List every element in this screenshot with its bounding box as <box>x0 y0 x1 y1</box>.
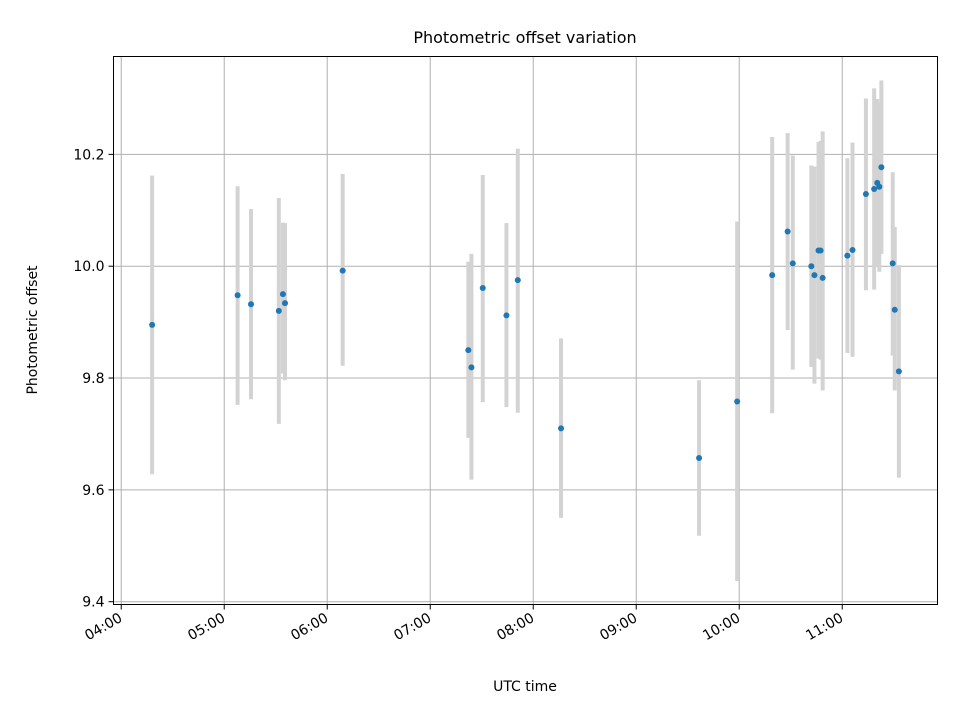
data-point <box>514 277 521 284</box>
data-point <box>339 267 346 274</box>
y-axis-label: Photometric offset <box>25 265 41 395</box>
y-tick-label: 10.0 <box>73 259 104 275</box>
y-tick-label: 9.8 <box>82 371 104 387</box>
x-tick-label: 05:00 <box>185 610 228 644</box>
data-point <box>849 246 856 253</box>
data-point <box>279 291 286 298</box>
data-point <box>734 398 741 405</box>
data-point <box>876 183 883 190</box>
x-tick-label: 09:00 <box>597 610 640 644</box>
data-point <box>558 425 565 432</box>
data-point <box>769 272 776 279</box>
chart-title: Photometric offset variation <box>413 28 636 47</box>
data-point <box>789 260 796 267</box>
x-tick-label: 11:00 <box>803 610 846 644</box>
data-point <box>468 364 475 371</box>
data-point <box>891 306 898 313</box>
data-point <box>844 252 851 259</box>
data-point <box>817 247 824 254</box>
data-points <box>149 164 902 461</box>
data-point <box>248 301 255 308</box>
data-point <box>503 312 510 319</box>
axis-ticks: 04:00 05:00 06:00 07:00 08:00 09:00 10:00 11:00… <box>73 147 846 644</box>
x-tick-label: 08:00 <box>494 610 537 644</box>
data-point <box>784 228 791 235</box>
data-point <box>895 368 902 375</box>
data-point <box>808 263 815 270</box>
error-bars <box>150 80 901 582</box>
y-tick-label: 9.4 <box>82 595 104 611</box>
data-point <box>275 307 282 314</box>
data-point <box>889 260 896 267</box>
data-point <box>862 191 869 198</box>
x-axis-label: UTC time <box>493 679 557 695</box>
x-tick-label: 10:00 <box>700 610 743 644</box>
data-point <box>871 186 878 193</box>
data-point <box>479 285 486 292</box>
x-tick-label: 07:00 <box>391 610 434 644</box>
y-tick-label: 9.6 <box>82 483 104 499</box>
data-point <box>696 454 703 461</box>
data-point <box>819 274 826 281</box>
data-point <box>234 292 241 299</box>
data-point <box>465 347 472 354</box>
x-tick-label: 04:00 <box>82 610 125 644</box>
data-point <box>281 300 288 307</box>
data-point <box>878 164 885 171</box>
data-point <box>811 272 818 279</box>
plot-frame <box>113 56 938 605</box>
data-point <box>149 321 156 328</box>
y-tick-label: 10.2 <box>73 147 104 163</box>
x-tick-label: 06:00 <box>288 610 331 644</box>
